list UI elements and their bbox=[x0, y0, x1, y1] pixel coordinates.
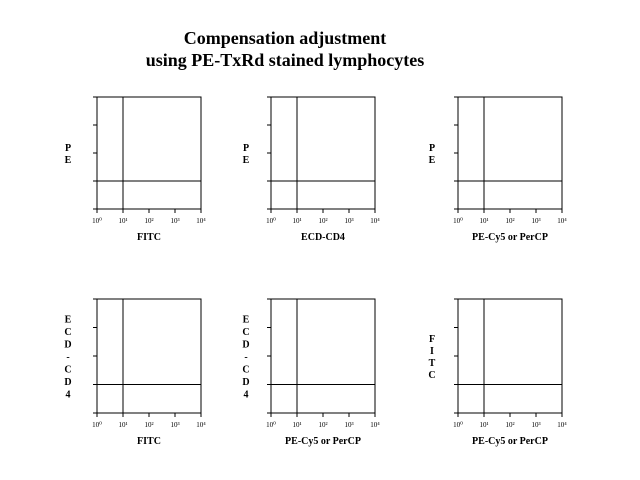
plot-1-x-tick-label: 10¹ bbox=[118, 217, 127, 225]
plot-1-x-axis-label: FITC bbox=[137, 232, 161, 243]
plot-3-frame bbox=[457, 96, 563, 210]
plot-6-x-tick-label: 10⁴ bbox=[557, 421, 567, 429]
plot-1-x-tick-label: 10² bbox=[144, 217, 153, 225]
plot-4-x-tick-label: 10⁴ bbox=[196, 421, 206, 429]
title-line-1: Compensation adjustment bbox=[183, 28, 387, 48]
plot-5-x-tick-label: 10³ bbox=[344, 421, 353, 429]
plot-3-x-tick-label: 10³ bbox=[531, 217, 540, 225]
plot-2-frame bbox=[270, 96, 376, 210]
plot-4-x-axis-label: FITC bbox=[137, 436, 161, 447]
plot-5-x-axis-label: PE-Cy5 or PerCP bbox=[285, 436, 361, 447]
plot-6-x-tick-label: 10⁰ bbox=[453, 421, 463, 429]
plot-3-x-tick-label: 10¹ bbox=[479, 217, 488, 225]
plot-2-x-tick-label: 10³ bbox=[344, 217, 353, 225]
plot-6-x-tick-label: 10³ bbox=[531, 421, 540, 429]
plot-2-x-tick-label: 10¹ bbox=[292, 217, 301, 225]
plot-1-frame bbox=[96, 96, 202, 210]
plot-2-x-tick-label: 10⁴ bbox=[370, 217, 380, 225]
plot-3-x-tick-label: 10⁴ bbox=[557, 217, 567, 225]
plot-3-x-tick-label: 10⁰ bbox=[453, 217, 463, 225]
plot-2-x-axis-label: ECD-CD4 bbox=[301, 232, 345, 243]
plot-4-frame bbox=[96, 298, 202, 414]
plot-6-x-axis-label: PE-Cy5 or PerCP bbox=[472, 436, 548, 447]
plot-5-x-tick-label: 10¹ bbox=[292, 421, 301, 429]
plot-1-x-tick-label: 10⁴ bbox=[196, 217, 206, 225]
plot-5-x-tick-label: 10² bbox=[318, 421, 327, 429]
plot-2-x-tick-label: 10⁰ bbox=[266, 217, 276, 225]
title-line-2: using PE-TxRd stained lymphocytes bbox=[145, 50, 425, 70]
plot-3-x-tick-label: 10² bbox=[505, 217, 514, 225]
plot-4-y-axis-label: E C D -C D 4 bbox=[64, 315, 71, 401]
plot-4-x-tick-label: 10⁰ bbox=[92, 421, 102, 429]
plot-1-x-tick-label: 10³ bbox=[170, 217, 179, 225]
plot-4-x-tick-label: 10² bbox=[144, 421, 153, 429]
plot-1-x-tick-label: 10⁰ bbox=[92, 217, 102, 225]
plot-6-x-tick-label: 10² bbox=[505, 421, 514, 429]
plot-6-frame bbox=[457, 298, 563, 414]
plot-2-x-tick-label: 10² bbox=[318, 217, 327, 225]
plot-4-x-tick-label: 10¹ bbox=[118, 421, 127, 429]
plot-3-x-axis-label: PE-Cy5 or PerCP bbox=[472, 232, 548, 243]
plot-5-x-tick-label: 10⁰ bbox=[266, 421, 276, 429]
plot-6-x-tick-label: 10¹ bbox=[479, 421, 488, 429]
plot-5-y-axis-label: E C D -C D 4 bbox=[242, 315, 249, 401]
plot-5-x-tick-label: 10⁴ bbox=[370, 421, 380, 429]
plot-4-x-tick-label: 10³ bbox=[170, 421, 179, 429]
plot-5-frame bbox=[270, 298, 376, 414]
